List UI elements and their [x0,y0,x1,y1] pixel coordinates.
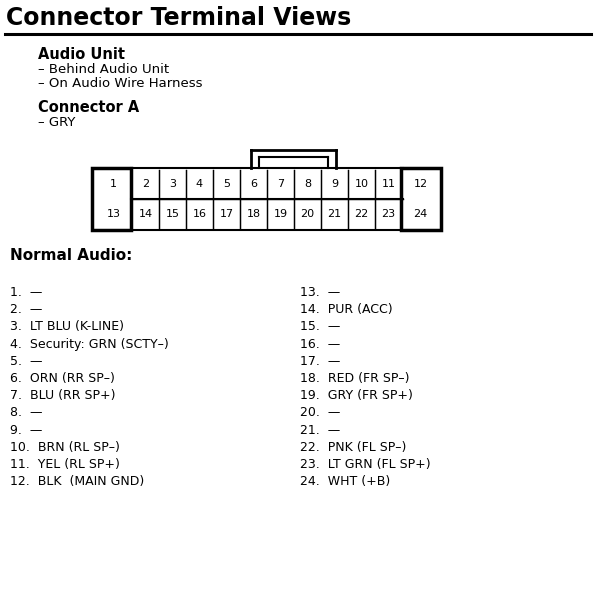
Text: Connector Terminal Views: Connector Terminal Views [6,6,351,30]
Text: 12.  BLK  (MAIN GND): 12. BLK (MAIN GND) [10,475,144,488]
Text: 13: 13 [107,209,120,219]
Text: 4: 4 [196,179,203,189]
Text: 2: 2 [142,179,149,189]
Text: 18.  RED (FR SP–): 18. RED (FR SP–) [300,372,409,385]
Text: 5.  —: 5. — [10,355,42,368]
Text: – Behind Audio Unit: – Behind Audio Unit [38,63,169,76]
Text: 1.  —: 1. — [10,286,42,299]
Text: 22: 22 [355,209,368,219]
Text: 11: 11 [381,179,396,189]
Text: 3: 3 [169,179,176,189]
Text: 13.  —: 13. — [300,286,340,299]
Text: 5: 5 [223,179,230,189]
Text: – On Audio Wire Harness: – On Audio Wire Harness [38,77,203,90]
Text: 21: 21 [327,209,342,219]
Text: 21.  —: 21. — [300,423,340,437]
Text: 12: 12 [414,179,427,189]
Text: 9: 9 [331,179,338,189]
Text: 17: 17 [219,209,234,219]
Text: 14: 14 [138,209,153,219]
Text: 16.  —: 16. — [300,338,340,351]
Text: 10: 10 [355,179,368,189]
Text: 10.  BRN (RL SP–): 10. BRN (RL SP–) [10,441,120,454]
Text: 14.  PUR (ACC): 14. PUR (ACC) [300,303,393,316]
Text: Audio Unit: Audio Unit [38,47,125,62]
Text: 1: 1 [110,179,117,189]
Text: 20.  —: 20. — [300,406,340,419]
Text: 19: 19 [274,209,287,219]
Text: 18: 18 [246,209,260,219]
Text: 23.  LT GRN (FL SP+): 23. LT GRN (FL SP+) [300,458,431,471]
Text: 7: 7 [277,179,284,189]
Text: 3.  LT BLU (K-LINE): 3. LT BLU (K-LINE) [10,320,124,334]
Text: 20: 20 [300,209,315,219]
Text: 7.  BLU (RR SP+): 7. BLU (RR SP+) [10,389,116,402]
Text: 11.  YEL (RL SP+): 11. YEL (RL SP+) [10,458,120,471]
Text: Connector A: Connector A [38,100,139,115]
Bar [131,168,403,230]
Text: 8.  —: 8. — [10,406,42,419]
Text: 16: 16 [193,209,206,219]
Text: 15.  —: 15. — [300,320,340,334]
Text: 2.  —: 2. — [10,303,42,316]
Text: 24: 24 [414,209,427,219]
Text: – GRY: – GRY [38,116,75,129]
Text: 9.  —: 9. — [10,423,42,437]
Text: 6.  ORN (RR SP–): 6. ORN (RR SP–) [10,372,115,385]
Text: 23: 23 [381,209,396,219]
Text: 15: 15 [166,209,179,219]
Text: 22.  PNK (FL SP–): 22. PNK (FL SP–) [300,441,406,454]
Text: 17.  —: 17. — [300,355,340,368]
Text: 24.  WHT (+B): 24. WHT (+B) [300,475,390,488]
Bar [401,168,441,230]
Text: 4.  Security: GRN (SCTY–): 4. Security: GRN (SCTY–) [10,338,169,351]
Text: 8: 8 [304,179,311,189]
Text: Normal Audio:: Normal Audio: [10,248,132,263]
Text: 19.  GRY (FR SP+): 19. GRY (FR SP+) [300,389,413,402]
Text: 6: 6 [250,179,257,189]
Bar [92,168,131,230]
